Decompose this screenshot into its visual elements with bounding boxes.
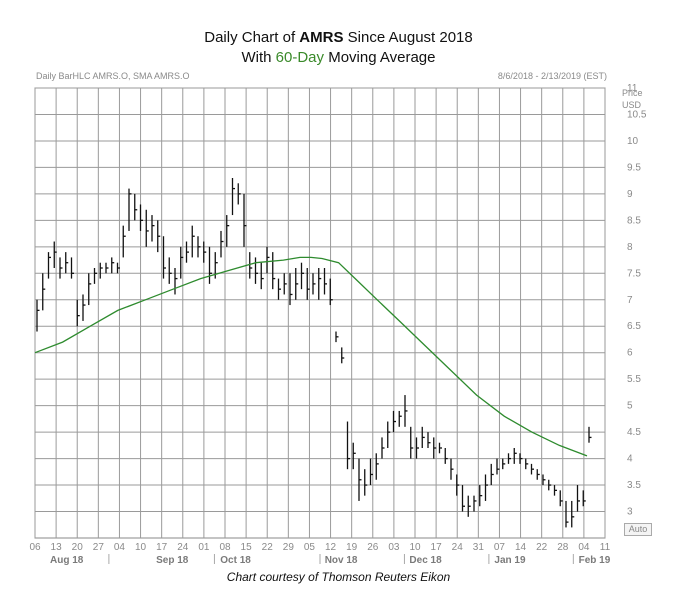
chart-title: Daily Chart of AMRS Since August 2018	[204, 29, 473, 46]
price-label: Price	[622, 88, 643, 98]
month-label: Oct 18	[220, 555, 251, 566]
x-tick-label: 15	[241, 542, 253, 553]
y-tick-label: 10	[627, 136, 639, 147]
x-tick-label: 22	[536, 542, 548, 553]
x-tick-label: 29	[283, 542, 295, 553]
y-tick-label: 11	[627, 83, 638, 94]
x-tick-label: 10	[135, 542, 147, 553]
auto-scale-button[interactable]: Auto	[624, 523, 652, 536]
x-tick-label: 07	[494, 542, 506, 553]
x-tick-label: 04	[578, 542, 590, 553]
x-tick-label: 08	[219, 542, 231, 553]
y-tick-label: 5	[627, 401, 633, 412]
chart-subtitle: With 60-Day Moving Average	[241, 49, 436, 66]
y-tick-label: 5.5	[627, 374, 641, 385]
date-range: 8/6/2018 - 2/13/2019 (EST)	[497, 71, 607, 81]
y-tick-label: 4	[627, 454, 633, 465]
x-tick-label: 31	[473, 542, 485, 553]
plot-area	[34, 87, 606, 539]
y-tick-label: 7	[627, 295, 633, 306]
x-tick-label: 12	[325, 542, 337, 553]
chart-credit: Chart courtesy of Thomson Reuters Eikon	[226, 570, 451, 584]
x-tick-label: 22	[262, 542, 274, 553]
x-tick-label: 11	[600, 542, 611, 553]
legend-text: Daily BarHLC AMRS.O, SMA AMRS.O	[36, 71, 190, 81]
y-tick-label: 9.5	[627, 162, 641, 173]
x-tick-label: 17	[156, 542, 168, 553]
y-tick-label: 6	[627, 348, 633, 359]
x-tick-label: 17	[431, 542, 443, 553]
x-tick-label: 10	[409, 542, 421, 553]
y-tick-label: 6.5	[627, 321, 641, 332]
month-label: Sep 18	[156, 555, 189, 566]
x-tick-label: 04	[114, 542, 126, 553]
month-label: Nov 18	[325, 555, 358, 566]
currency-label: USD	[622, 100, 642, 110]
x-tick-label: 13	[51, 542, 63, 553]
y-tick-label: 3.5	[627, 480, 641, 491]
x-tick-label: 24	[452, 542, 464, 553]
y-tick-label: 7.5	[627, 268, 641, 279]
x-tick-label: 24	[177, 542, 189, 553]
x-tick-label: 01	[198, 542, 210, 553]
x-tick-label: 06	[29, 542, 41, 553]
month-label: Aug 18	[50, 555, 84, 566]
sma-line	[34, 256, 588, 457]
x-tick-label: 14	[515, 542, 527, 553]
x-tick-label: 20	[72, 542, 84, 553]
x-tick-label: 05	[304, 542, 316, 553]
y-tick-label: 4.5	[627, 427, 641, 438]
x-tick-label: 28	[557, 542, 569, 553]
month-label: Feb 19	[579, 555, 611, 566]
month-label: Jan 19	[494, 555, 526, 566]
y-tick-label: 3	[627, 507, 633, 518]
y-tick-label: 10.5	[627, 109, 647, 120]
x-tick-label: 19	[346, 542, 358, 553]
y-tick-label: 9	[627, 189, 633, 200]
y-tick-label: 8.5	[627, 215, 641, 226]
x-tick-label: 03	[388, 542, 400, 553]
x-tick-label: 26	[367, 542, 379, 553]
month-label: Dec 18	[409, 555, 442, 566]
y-tick-label: 8	[627, 242, 633, 253]
x-tick-label: 27	[93, 542, 105, 553]
